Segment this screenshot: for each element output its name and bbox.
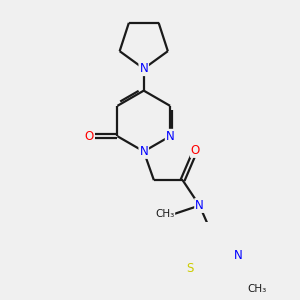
Text: N: N xyxy=(140,145,148,158)
Text: N: N xyxy=(166,130,175,143)
Text: O: O xyxy=(191,144,200,157)
Text: N: N xyxy=(140,62,148,75)
Text: N: N xyxy=(234,249,243,262)
Text: O: O xyxy=(85,130,94,143)
Text: N: N xyxy=(195,199,204,212)
Text: CH₃: CH₃ xyxy=(155,209,174,219)
Text: CH₃: CH₃ xyxy=(248,284,267,294)
Text: S: S xyxy=(187,262,194,275)
